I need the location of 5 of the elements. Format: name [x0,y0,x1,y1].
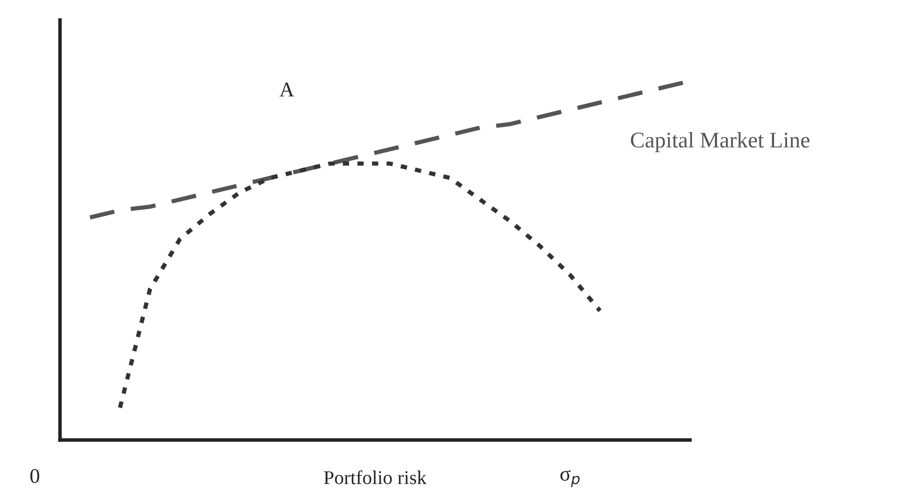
text: σ$_{p}$ [560,470,580,488]
text: 0 [30,468,40,484]
x-axis-title: Portfolio risk [324,470,427,484]
series-label: Capital Market Line [630,132,810,152]
annotation: A [279,82,294,96]
